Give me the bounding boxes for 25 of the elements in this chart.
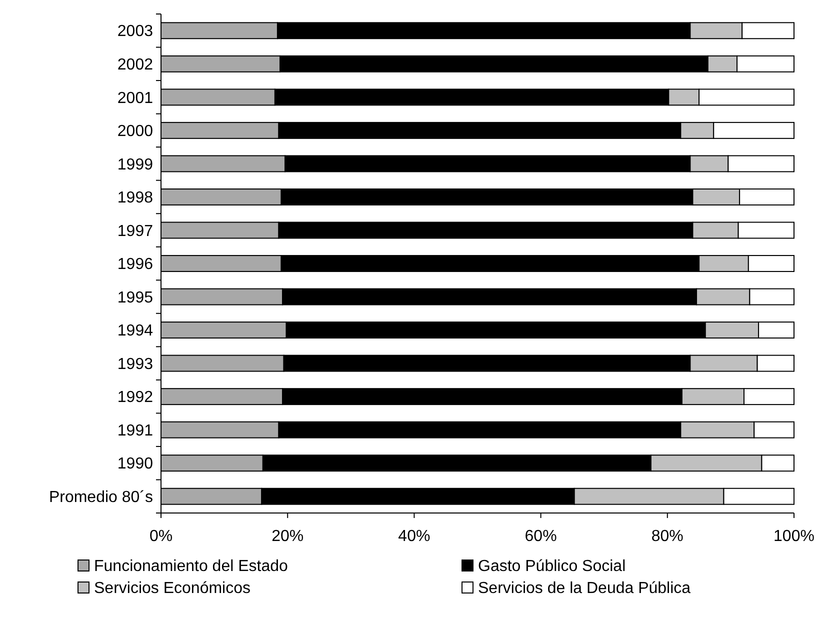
legend-label: Funcionamiento del Estado <box>94 558 288 575</box>
legend-label: Servicios de la Deuda Pública <box>478 580 691 597</box>
y-tick-label: 1996 <box>117 256 154 274</box>
y-tick-label: 2002 <box>117 56 154 74</box>
x-tick-label: 0% <box>149 528 173 545</box>
y-tick-label: 1993 <box>117 356 154 373</box>
y-tick-label: 1998 <box>117 190 154 207</box>
x-tick-label: 20% <box>272 528 304 545</box>
x-tick-label: 100% <box>774 528 814 545</box>
legend-label: Servicios Económicos <box>94 580 250 597</box>
y-tick-label: 1991 <box>117 422 154 440</box>
y-tick-label: 1990 <box>117 456 154 473</box>
y-tick-label: 1994 <box>117 322 154 340</box>
x-tick-label: 40% <box>398 528 430 545</box>
y-tick-label: 1997 <box>117 222 154 240</box>
y-tick-label: 2001 <box>117 90 154 107</box>
y-tick-label: 1999 <box>117 156 154 174</box>
x-tick-label: 80% <box>651 528 684 545</box>
y-tick-label: Promedio 80´s <box>48 488 153 506</box>
x-tick-label: 60% <box>524 528 557 545</box>
legend-label: Gasto Público Social <box>478 558 626 575</box>
y-tick-label: 1995 <box>117 289 154 306</box>
y-tick-label: 1992 <box>117 389 154 406</box>
y-tick-label: 2000 <box>117 123 154 140</box>
y-tick-label: 2003 <box>117 23 154 40</box>
